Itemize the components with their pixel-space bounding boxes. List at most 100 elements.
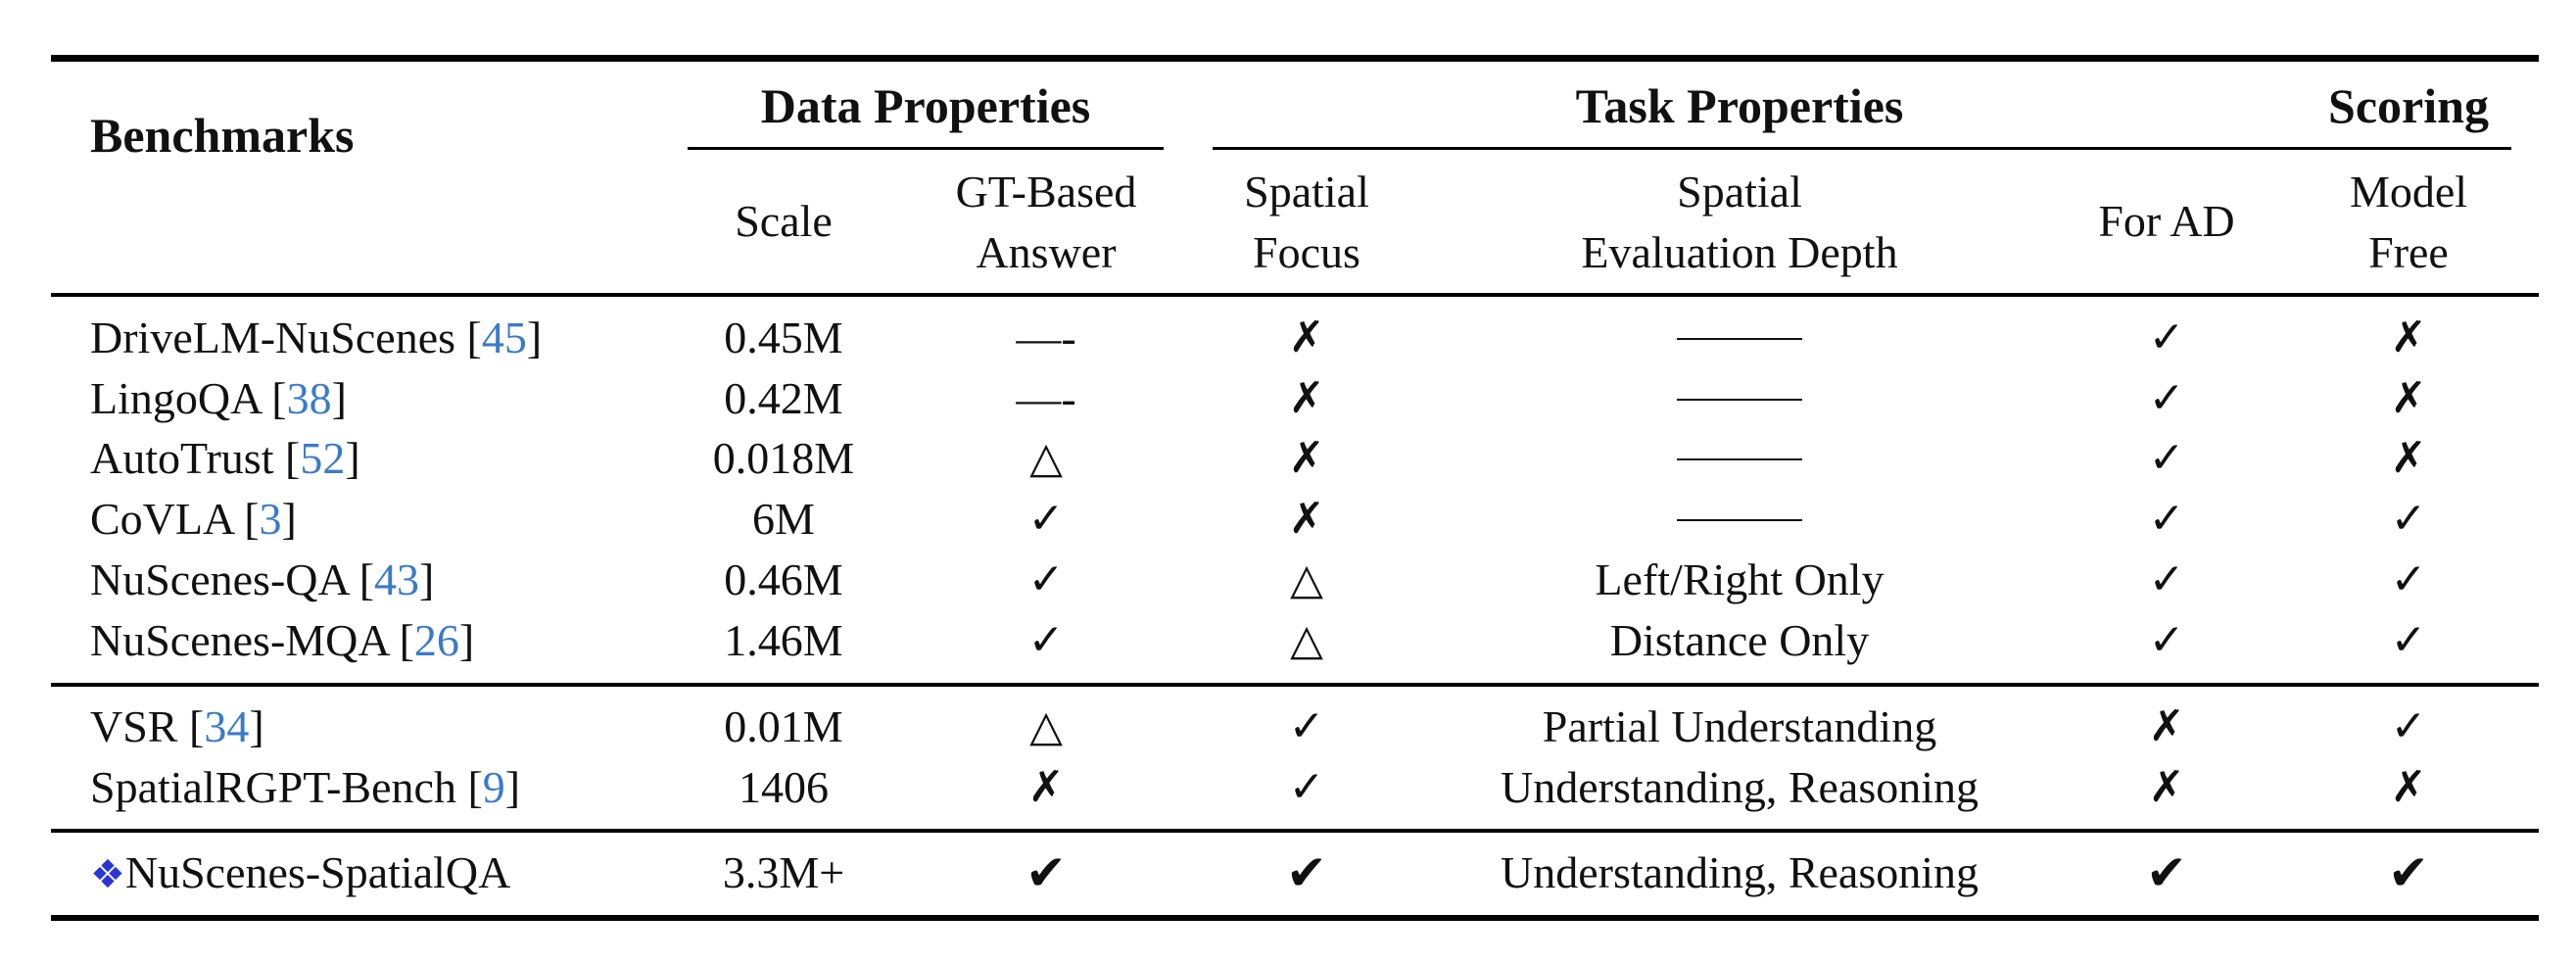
citation-link[interactable]: 34 bbox=[204, 701, 250, 751]
bold-check-icon: ✔ bbox=[1286, 844, 1327, 901]
benchmark-name: NuScenes-MQA [26] bbox=[90, 615, 475, 665]
check-icon: ✓ bbox=[1027, 554, 1065, 604]
cross-icon: ✗ bbox=[2390, 373, 2427, 423]
cross-icon: ✗ bbox=[2390, 313, 2427, 362]
scale-value: 3.3M+ bbox=[722, 847, 845, 897]
model-free-line-2: Free bbox=[2368, 227, 2449, 277]
check-icon: ✓ bbox=[2148, 433, 2185, 483]
benchmark-name: LingoQA [38] bbox=[90, 373, 347, 423]
spatial-focus-line-2: Focus bbox=[1253, 227, 1360, 277]
data-properties-rule bbox=[688, 147, 1164, 150]
evaluation-depth-value: Distance Only bbox=[1609, 615, 1870, 665]
citation-link[interactable]: 45 bbox=[481, 313, 527, 362]
cross-icon: ✗ bbox=[1288, 373, 1325, 423]
cross-icon: ✗ bbox=[2390, 433, 2427, 483]
scale-value: 0.45M bbox=[724, 313, 843, 362]
scale-value: 1406 bbox=[739, 762, 829, 812]
model-free-column-header: Model Free bbox=[2350, 162, 2467, 283]
check-icon: ✓ bbox=[2390, 494, 2427, 544]
data-properties-header: Data Properties bbox=[760, 78, 1091, 133]
scale-value: 1.46M bbox=[724, 615, 843, 665]
evaluation-depth-value: Partial Understanding bbox=[1542, 701, 1937, 751]
empty-depth-line bbox=[1677, 458, 1802, 460]
spatial-focus-column-header: Spatial Focus bbox=[1244, 162, 1369, 283]
cross-icon: ✗ bbox=[2390, 762, 2427, 812]
scoring-header: Scoring bbox=[2328, 78, 2489, 133]
bold-check-icon: ✔ bbox=[1026, 844, 1067, 901]
check-icon: ✓ bbox=[2148, 615, 2185, 665]
benchmark-name: AutoTrust [52] bbox=[90, 433, 360, 483]
citation-link[interactable]: 52 bbox=[300, 433, 346, 483]
benchmark-name: ❖NuScenes-SpatialQA bbox=[90, 850, 510, 895]
check-icon: ✓ bbox=[1288, 762, 1325, 812]
scoring-rule bbox=[2319, 147, 2511, 150]
benchmark-label: NuScenes-SpatialQA bbox=[124, 847, 511, 897]
benchmark-label: NuScenes-QA bbox=[90, 554, 349, 604]
scale-column-header: Scale bbox=[735, 196, 833, 246]
benchmark-name: CoVLA [3] bbox=[90, 494, 297, 544]
gt-based-line-1: GT-Based bbox=[955, 167, 1137, 216]
eval-depth-line-2: Evaluation Depth bbox=[1581, 227, 1898, 277]
check-icon: ✓ bbox=[2148, 494, 2185, 544]
check-icon: ✓ bbox=[2148, 313, 2185, 362]
check-icon: ✓ bbox=[2390, 701, 2427, 751]
check-icon: ✓ bbox=[2390, 615, 2427, 665]
benchmark-name: NuScenes-QA [43] bbox=[90, 554, 435, 604]
benchmark-label: DriveLM-NuScenes bbox=[90, 313, 456, 362]
triangle-icon: △ bbox=[1290, 615, 1323, 665]
benchmark-name: VSR [34] bbox=[90, 701, 264, 751]
check-icon: ✓ bbox=[2148, 373, 2185, 423]
eval-depth-line-1: Spatial bbox=[1677, 167, 1802, 216]
dash-placeholder: —- bbox=[1016, 373, 1076, 423]
bottom-rule bbox=[51, 915, 2539, 921]
citation-link[interactable]: 38 bbox=[286, 373, 332, 423]
top-rule bbox=[51, 55, 2539, 62]
task-properties-header: Task Properties bbox=[1575, 78, 1904, 133]
benchmark-label: SpatialRGPT-Bench bbox=[90, 762, 456, 812]
scale-value: 6M bbox=[752, 494, 815, 544]
check-icon: ✓ bbox=[1027, 494, 1065, 544]
evaluation-depth-value: Understanding, Reasoning bbox=[1500, 762, 1980, 812]
cross-icon: ✗ bbox=[1288, 313, 1325, 362]
benchmark-name: DriveLM-NuScenes [45] bbox=[90, 313, 543, 362]
cross-icon: ✗ bbox=[1288, 433, 1325, 483]
scale-value: 0.46M bbox=[724, 554, 843, 604]
triangle-icon: △ bbox=[1029, 701, 1063, 751]
evaluation-depth-value: Left/Right Only bbox=[1595, 554, 1884, 604]
triangle-icon: △ bbox=[1029, 433, 1063, 483]
scale-value: 0.42M bbox=[724, 373, 843, 423]
benchmark-label: CoVLA bbox=[90, 494, 233, 544]
empty-depth-line bbox=[1677, 519, 1802, 521]
model-free-line-1: Model bbox=[2349, 167, 2468, 216]
check-icon: ✓ bbox=[2148, 554, 2185, 604]
bold-check-icon: ✔ bbox=[2388, 844, 2429, 901]
spatial-evaluation-depth-column-header: Spatial Evaluation Depth bbox=[1581, 162, 1897, 283]
group-separator-rule-2 bbox=[51, 829, 2539, 833]
citation-link[interactable]: 3 bbox=[259, 494, 282, 544]
evaluation-depth-value: Understanding, Reasoning bbox=[1500, 847, 1980, 897]
for-ad-column-header: For AD bbox=[2098, 196, 2235, 246]
bold-check-icon: ✔ bbox=[2146, 844, 2187, 901]
empty-depth-line bbox=[1677, 399, 1802, 401]
empty-depth-line bbox=[1677, 338, 1802, 340]
triangle-icon: △ bbox=[1290, 554, 1323, 604]
dash-placeholder: —- bbox=[1016, 313, 1076, 362]
diamond-icon: ❖ bbox=[90, 852, 125, 897]
task-properties-rule bbox=[1213, 147, 2319, 150]
group-separator-rule-1 bbox=[51, 683, 2539, 687]
cross-icon: ✗ bbox=[1027, 762, 1065, 812]
benchmark-label: VSR bbox=[90, 701, 178, 751]
spatial-focus-line-1: Spatial bbox=[1244, 167, 1369, 216]
citation-link[interactable]: 26 bbox=[413, 615, 459, 665]
benchmark-label: AutoTrust bbox=[90, 433, 274, 483]
cross-icon: ✗ bbox=[1288, 494, 1325, 544]
cross-icon: ✗ bbox=[2148, 701, 2185, 751]
check-icon: ✓ bbox=[1288, 701, 1325, 751]
benchmark-label: NuScenes-MQA bbox=[90, 615, 389, 665]
scale-value: 0.018M bbox=[712, 433, 855, 483]
benchmark-name: SpatialRGPT-Bench [9] bbox=[90, 762, 521, 812]
citation-link[interactable]: 9 bbox=[482, 762, 505, 812]
benchmark-label: LingoQA bbox=[90, 373, 261, 423]
citation-link[interactable]: 43 bbox=[374, 554, 420, 604]
header-bottom-rule bbox=[51, 293, 2539, 297]
